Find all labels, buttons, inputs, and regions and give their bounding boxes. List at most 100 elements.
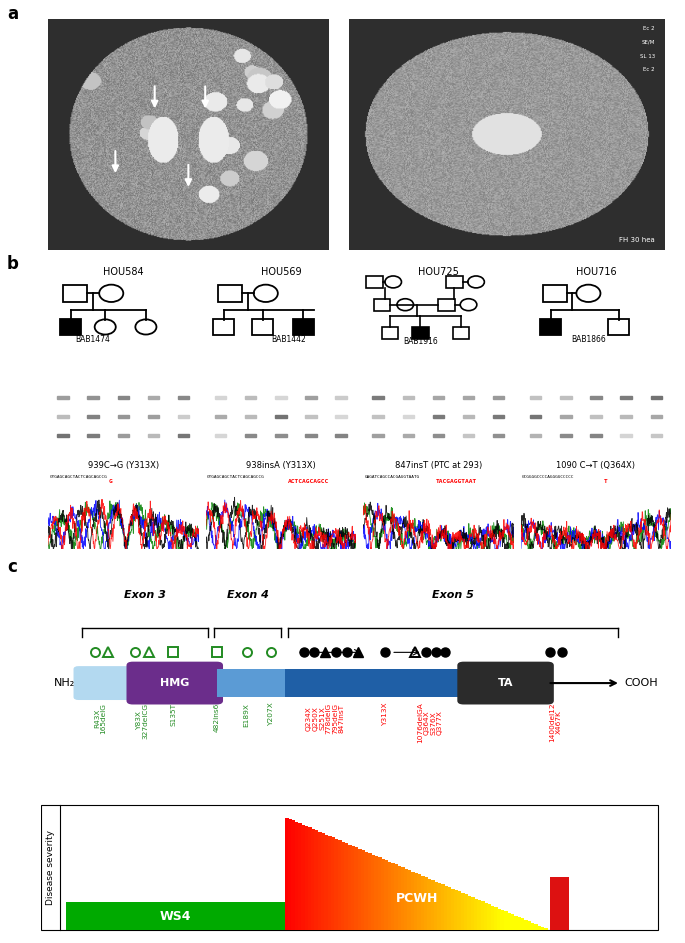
Bar	[41, 805, 658, 930]
Bar	[404, 869, 408, 930]
Bar	[590, 415, 601, 418]
Text: G: G	[108, 478, 112, 484]
Text: COOH: COOH	[624, 678, 658, 688]
Bar	[371, 854, 375, 930]
Text: SL 13: SL 13	[640, 54, 655, 58]
Bar	[88, 415, 99, 418]
Bar	[118, 415, 129, 418]
Bar	[453, 327, 469, 339]
Text: HOU725: HOU725	[418, 267, 459, 277]
Bar	[431, 880, 435, 930]
Text: GAGATCAGCCACGAGGTAATG: GAGATCAGCCACGAGGTAATG	[364, 475, 420, 479]
Bar	[651, 434, 662, 437]
Text: WS4: WS4	[160, 910, 191, 922]
Text: Q234X
Q250X
S251X
778delG
795delG
847insT: Q234X Q250X S251X 778delG 795delG 847ins…	[306, 703, 345, 734]
Bar	[377, 857, 382, 930]
Bar	[252, 320, 273, 335]
Bar	[446, 276, 462, 288]
Bar	[381, 859, 385, 930]
Bar	[530, 434, 541, 437]
Bar	[213, 320, 234, 335]
Bar	[63, 285, 87, 302]
Bar	[275, 396, 286, 399]
Bar	[364, 852, 369, 930]
FancyBboxPatch shape	[127, 662, 223, 704]
Text: 1400del12
X467K: 1400del12 X467K	[549, 703, 562, 742]
Bar	[358, 849, 362, 930]
Bar	[306, 434, 316, 437]
Bar	[368, 853, 371, 930]
Text: Ec 2: Ec 2	[643, 67, 655, 73]
Bar	[484, 902, 488, 930]
Bar	[460, 893, 464, 930]
Bar	[621, 396, 632, 399]
Bar	[327, 836, 332, 930]
Bar	[493, 396, 504, 399]
Bar	[284, 818, 288, 930]
Bar	[334, 839, 338, 930]
Bar	[540, 320, 561, 335]
Text: HMG: HMG	[160, 678, 190, 688]
Bar	[178, 434, 189, 437]
Bar	[550, 877, 569, 930]
Text: HOU716: HOU716	[575, 267, 616, 277]
Bar	[288, 819, 292, 930]
Text: BAB1866: BAB1866	[571, 335, 606, 344]
Bar	[373, 396, 384, 399]
Bar	[336, 434, 347, 437]
Bar	[275, 434, 286, 437]
Text: Y83X
327delCG: Y83X 327delCG	[136, 703, 149, 738]
Text: a: a	[7, 5, 18, 23]
FancyBboxPatch shape	[458, 662, 554, 704]
Bar	[336, 415, 347, 418]
Bar	[560, 434, 571, 437]
Bar	[451, 888, 455, 930]
Bar	[215, 396, 226, 399]
Text: 482ins6: 482ins6	[214, 703, 220, 732]
Bar	[471, 897, 475, 930]
Bar	[373, 299, 390, 310]
Bar	[433, 415, 444, 418]
Bar	[351, 846, 355, 930]
FancyBboxPatch shape	[73, 666, 160, 700]
Bar	[411, 871, 414, 930]
Bar	[463, 396, 474, 399]
Bar	[537, 926, 541, 930]
Text: TA: TA	[498, 678, 513, 688]
Bar	[560, 415, 571, 418]
Bar	[354, 848, 358, 930]
Bar	[503, 911, 508, 930]
Bar	[651, 396, 662, 399]
Bar	[438, 883, 441, 930]
Bar	[463, 434, 474, 437]
Bar	[414, 873, 418, 930]
Bar	[218, 285, 242, 302]
Bar	[608, 320, 629, 335]
Bar	[487, 904, 491, 930]
Bar	[298, 823, 302, 930]
Bar	[374, 856, 378, 930]
Bar	[401, 868, 405, 930]
Bar	[621, 415, 632, 418]
Bar	[314, 831, 319, 930]
Bar	[373, 415, 384, 418]
Bar	[408, 870, 412, 930]
Text: Disease severity: Disease severity	[46, 830, 55, 905]
Bar	[507, 913, 511, 930]
Bar	[148, 415, 159, 418]
Bar	[178, 396, 189, 399]
Bar	[118, 434, 129, 437]
Bar	[438, 299, 455, 310]
Bar	[477, 900, 481, 930]
Text: HOU569: HOU569	[260, 267, 301, 277]
Bar	[88, 434, 99, 437]
Bar	[417, 874, 421, 930]
Bar	[454, 890, 458, 930]
Bar	[514, 916, 518, 930]
Text: GTGAGCAGCTACTCAGCAGCCG: GTGAGCAGCTACTCAGCAGCCG	[207, 475, 265, 479]
Bar	[321, 834, 325, 930]
Text: 939C→G (Y313X): 939C→G (Y313X)	[88, 460, 159, 470]
Bar	[291, 820, 295, 930]
Text: HOU584: HOU584	[103, 267, 144, 277]
Bar	[458, 891, 461, 930]
